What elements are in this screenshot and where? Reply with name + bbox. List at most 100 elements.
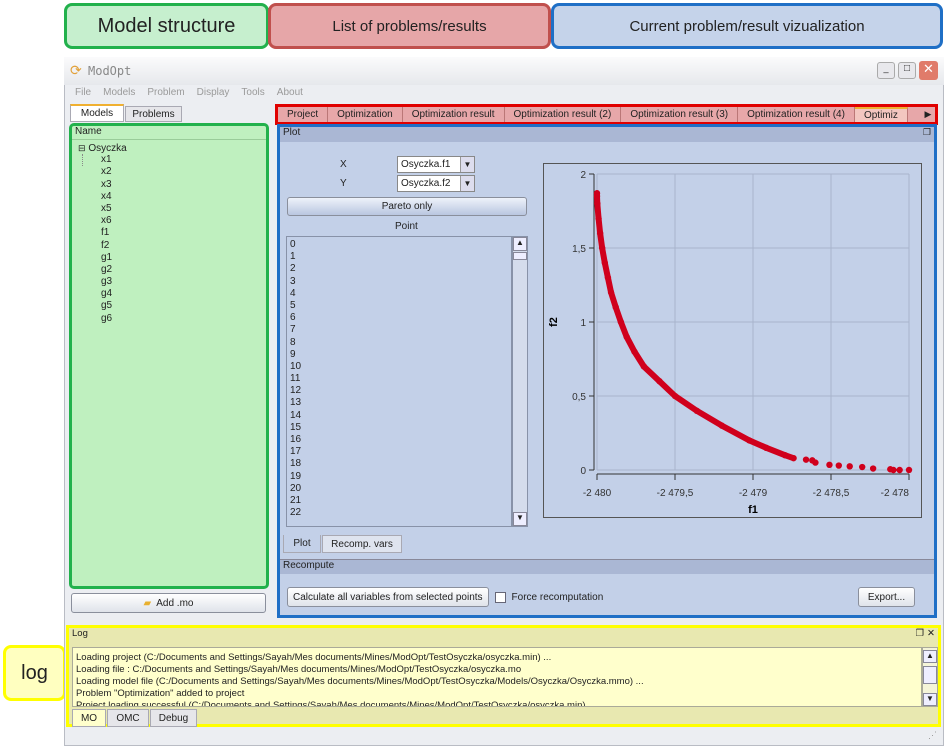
y-tick-label: 1,5: [572, 244, 586, 255]
point-list-item[interactable]: 6: [290, 312, 296, 324]
data-point: [890, 466, 897, 474]
undock-icon[interactable]: ❐: [922, 127, 931, 137]
tree-item-x5[interactable]: x5: [101, 202, 112, 214]
chevron-down-icon[interactable]: ▼: [460, 157, 474, 172]
log-tab-debug[interactable]: Debug: [150, 709, 197, 727]
minimize-button[interactable]: _: [877, 62, 895, 79]
point-list-item[interactable]: 10: [290, 360, 302, 372]
scroll-thumb[interactable]: [513, 252, 527, 260]
tab-recomp-vars[interactable]: Recomp. vars: [322, 535, 402, 553]
log-scrollbar[interactable]: ▲ ▼: [922, 647, 938, 707]
export-button[interactable]: Export...: [858, 587, 915, 607]
y-select[interactable]: Osyczka.f2 ▼: [397, 175, 475, 192]
data-point: [812, 459, 819, 466]
tree-item-x1[interactable]: x1: [101, 154, 112, 166]
point-list-item[interactable]: 22: [290, 507, 302, 519]
point-list-item[interactable]: 17: [290, 446, 302, 458]
tree-item-x6[interactable]: x6: [101, 215, 112, 227]
tree-item-x4[interactable]: x4: [101, 190, 112, 202]
menu-problem[interactable]: Problem: [147, 87, 185, 98]
point-list-item[interactable]: 2: [290, 263, 296, 275]
log-line: Project loading successful (C:/Documents…: [76, 700, 586, 707]
point-list-item[interactable]: 13: [290, 397, 302, 409]
point-list-item[interactable]: 12: [290, 385, 302, 397]
point-list-item[interactable]: 8: [290, 336, 296, 348]
menu-tools[interactable]: Tools: [241, 87, 265, 98]
point-list-item[interactable]: 18: [290, 458, 302, 470]
point-list[interactable]: 0 1 2 3 4 5 6 7 8 9 10 11 12 13 14 15 16 17 18 19 20 21 22: [286, 236, 512, 527]
tree-item-g2[interactable]: g2: [101, 263, 113, 275]
tree-item-g6[interactable]: g6: [101, 312, 113, 324]
tree-item-f1[interactable]: f1: [101, 227, 110, 239]
problem-tab[interactable]: Optimization result (2): [504, 107, 622, 122]
problem-tab[interactable]: Optimization result (4): [738, 107, 855, 122]
add-mo-button[interactable]: ▰ Add .mo: [71, 593, 266, 613]
menu-file[interactable]: File: [75, 87, 92, 98]
pareto-only-button[interactable]: Pareto only: [287, 197, 527, 216]
tree-item-x3[interactable]: x3: [101, 178, 112, 190]
calculate-all-button[interactable]: Calculate all variables from selected po…: [287, 587, 489, 607]
tree-root[interactable]: ⊟ Osyczka: [78, 143, 127, 154]
problem-tab[interactable]: Optimization: [328, 107, 403, 122]
scroll-up-icon[interactable]: ▲: [513, 237, 527, 251]
problem-tab[interactable]: Optimization result (3): [621, 107, 739, 122]
scroll-down-icon[interactable]: ▼: [513, 512, 527, 526]
force-recomputation-checkbox[interactable]: [494, 591, 506, 603]
data-point: [671, 392, 679, 400]
point-list-item[interactable]: 7: [290, 324, 296, 336]
scroll-up-icon[interactable]: ▲: [923, 650, 937, 663]
folder-icon: ▰: [143, 597, 152, 609]
menu-about[interactable]: About: [276, 87, 303, 98]
point-list-item[interactable]: 21: [290, 494, 302, 506]
point-list-scrollbar[interactable]: ▲ ▼: [512, 236, 528, 527]
close-button[interactable]: ✕: [919, 61, 938, 80]
data-point: [594, 200, 601, 207]
tab-plot[interactable]: Plot: [283, 535, 321, 553]
x-select[interactable]: Osyczka.f1 ▼: [397, 156, 475, 173]
tree-item-g1[interactable]: g1: [101, 251, 113, 263]
scroll-down-icon[interactable]: ▼: [923, 693, 937, 706]
point-list-item[interactable]: 4: [290, 287, 296, 299]
log-tab-mo[interactable]: MO: [72, 709, 106, 727]
collapse-icon[interactable]: ⊟: [78, 143, 86, 153]
point-list-item[interactable]: 3: [290, 275, 296, 287]
x-label: X: [340, 159, 347, 170]
data-point: [746, 437, 753, 444]
annotation-problems-list: List of problems/results: [268, 3, 551, 49]
tab-scroll-right-icon[interactable]: ▶: [921, 107, 935, 122]
point-list-item[interactable]: 11: [290, 373, 301, 385]
menu-display[interactable]: Display: [196, 87, 230, 98]
point-list-item[interactable]: 5: [290, 299, 296, 311]
point-list-item[interactable]: 9: [290, 348, 296, 360]
scroll-thumb[interactable]: [923, 666, 937, 684]
problem-tab[interactable]: Optimiz: [854, 107, 908, 122]
maximize-button[interactable]: □: [898, 62, 916, 79]
point-list-item[interactable]: 20: [290, 482, 302, 494]
data-point: [631, 348, 638, 355]
undock-icon[interactable]: ❐: [915, 628, 924, 639]
point-list-item[interactable]: 19: [290, 470, 302, 482]
tree-item-f2[interactable]: f2: [101, 239, 110, 251]
log-tab-omc[interactable]: OMC: [107, 709, 149, 727]
point-list-item[interactable]: 0: [290, 239, 296, 250]
point-list-item[interactable]: 15: [290, 421, 302, 433]
tree-item-g3[interactable]: g3: [101, 276, 113, 288]
resize-grip-icon[interactable]: ⋰: [928, 730, 937, 740]
data-point: [718, 422, 725, 429]
tab-models[interactable]: Models: [70, 104, 124, 122]
tree-item-g5[interactable]: g5: [101, 300, 113, 312]
chevron-down-icon[interactable]: ▼: [460, 176, 474, 191]
problem-tab[interactable]: Project: [278, 107, 329, 122]
annotation-log: log: [3, 645, 66, 701]
tree-item-g4[interactable]: g4: [101, 288, 113, 300]
point-list-item[interactable]: 1: [290, 251, 296, 263]
menu-models[interactable]: Models: [103, 87, 136, 98]
close-icon[interactable]: ✕: [927, 628, 935, 639]
point-list-item[interactable]: 14: [290, 409, 302, 421]
log-text[interactable]: Loading project (C:/Documents and Settin…: [72, 647, 922, 707]
tree-item-x2[interactable]: x2: [101, 166, 112, 178]
point-list-item[interactable]: 16: [290, 434, 302, 445]
tab-problems[interactable]: Problems: [125, 106, 182, 122]
data-point: [790, 454, 797, 462]
problem-tab[interactable]: Optimization result: [402, 107, 505, 122]
